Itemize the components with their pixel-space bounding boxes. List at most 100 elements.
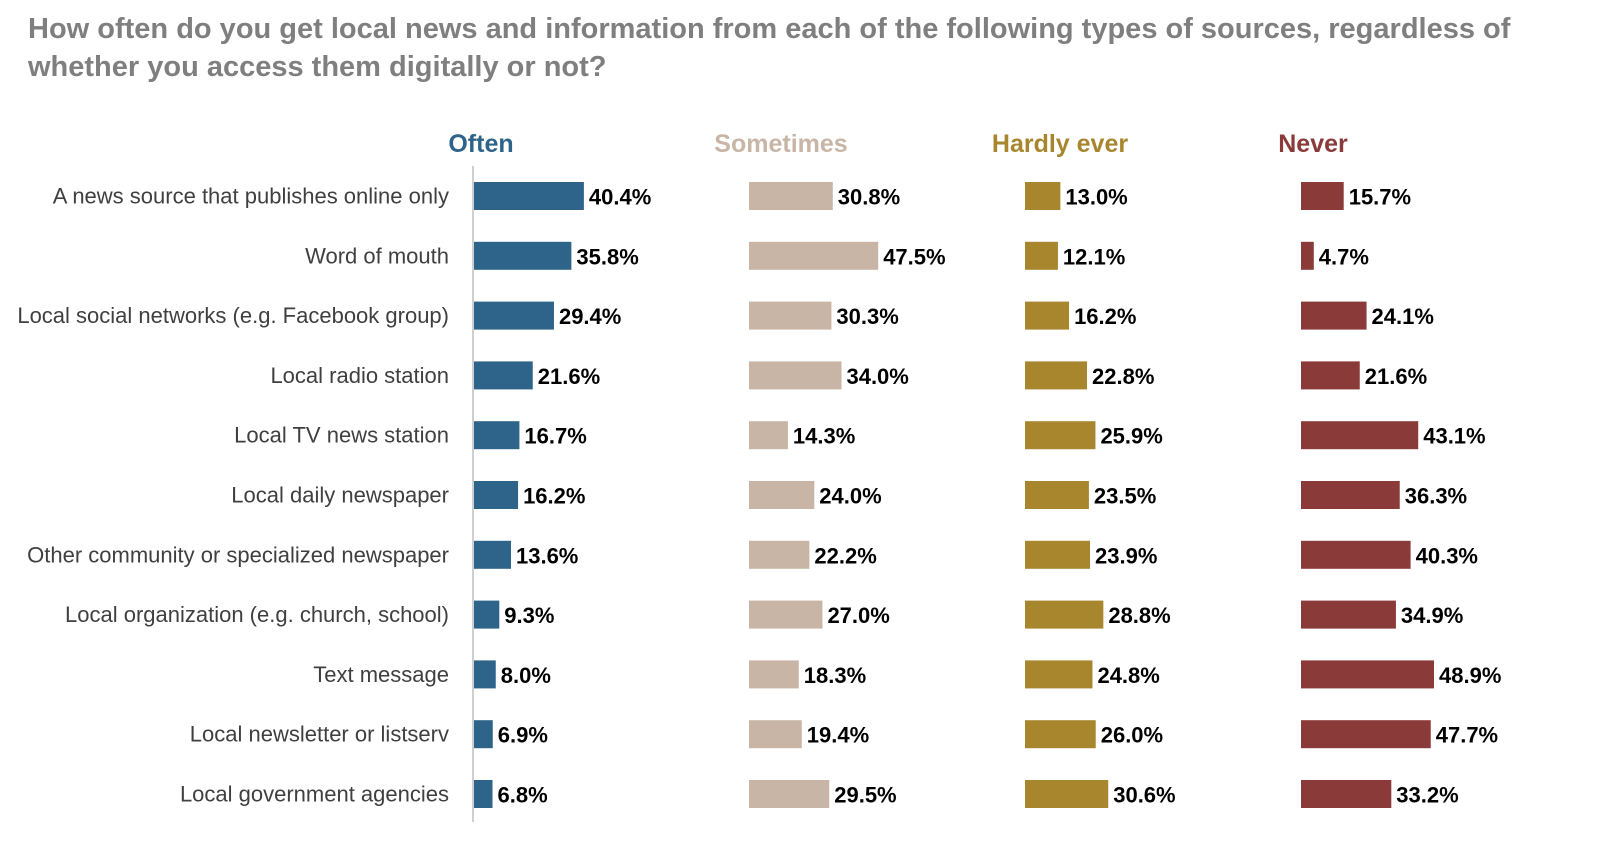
- category-label: Local TV news station: [234, 423, 449, 448]
- bar-hardly-ever: [1025, 720, 1096, 749]
- value-label: 30.3%: [836, 304, 898, 329]
- value-label: 30.8%: [838, 185, 900, 210]
- bar-hardly-ever: [1025, 481, 1089, 509]
- bar-hardly-ever: [1025, 421, 1096, 450]
- value-label: 26.0%: [1101, 723, 1163, 748]
- value-label: 35.8%: [576, 244, 638, 269]
- bar-hardly-ever: [1025, 780, 1109, 808]
- bar-often: [474, 540, 511, 569]
- bar-never: [1301, 540, 1411, 569]
- category-label: Other community or specialized newspaper: [27, 542, 449, 567]
- value-labels: 40.4% 35.8% 29.4% 21.6% 16.7% 16.2% 13.6% 9.3% 8…: [497, 185, 1501, 808]
- series-header-hardly-ever: Hardly ever: [992, 130, 1128, 158]
- bar-never: [1301, 600, 1396, 629]
- bar-sometimes: [749, 600, 823, 629]
- value-label: 48.9%: [1439, 663, 1501, 688]
- value-label: 40.3%: [1416, 543, 1478, 568]
- bar-sometimes: [749, 241, 879, 270]
- bar-never: [1301, 421, 1419, 450]
- bar-often: [474, 780, 493, 808]
- value-label: 13.6%: [516, 543, 578, 568]
- value-label: 13.0%: [1065, 185, 1127, 210]
- category-label: Local social networks (e.g. Facebook gro…: [17, 303, 449, 328]
- bar-never: [1301, 720, 1431, 749]
- bar-hardly-ever: [1025, 241, 1058, 270]
- value-label: 18.3%: [804, 663, 866, 688]
- category-label: Local organization (e.g. church, school): [65, 602, 449, 627]
- category-label: Word of mouth: [305, 243, 449, 268]
- value-label: 12.1%: [1063, 244, 1125, 269]
- category-labels: A news source that publishes online only…: [17, 184, 449, 807]
- value-label: 6.8%: [497, 783, 547, 808]
- value-label: 34.0%: [846, 364, 908, 389]
- category-label: Text message: [313, 662, 449, 687]
- value-label: 16.2%: [523, 484, 585, 509]
- category-label: Local government agencies: [180, 782, 449, 807]
- category-label: A news source that publishes online only: [53, 184, 449, 209]
- bars: [474, 182, 1435, 808]
- series-headers: Often Sometimes Hardly ever Never: [448, 130, 1348, 158]
- bar-never: [1301, 301, 1367, 330]
- bar-often: [474, 301, 554, 330]
- value-label: 22.2%: [814, 543, 876, 568]
- value-label: 34.9%: [1401, 603, 1463, 628]
- bar-sometimes: [749, 361, 842, 390]
- bar-sometimes: [749, 660, 799, 689]
- value-label: 21.6%: [538, 364, 600, 389]
- series-header-never: Never: [1278, 130, 1348, 158]
- value-label: 36.3%: [1405, 484, 1467, 509]
- bar-sometimes: [749, 301, 832, 330]
- value-label: 29.4%: [559, 304, 621, 329]
- value-label: 29.5%: [834, 783, 896, 808]
- category-label: Local daily newspaper: [231, 483, 449, 508]
- bar-hardly-ever: [1025, 361, 1088, 390]
- value-label: 27.0%: [827, 603, 889, 628]
- value-label: 4.7%: [1319, 244, 1369, 269]
- bar-sometimes: [749, 540, 810, 569]
- bar-often: [474, 600, 500, 629]
- value-label: 16.7%: [524, 424, 586, 449]
- bar-often: [474, 241, 572, 270]
- value-label: 24.0%: [819, 484, 881, 509]
- bar-often: [474, 720, 493, 749]
- value-label: 33.2%: [1396, 783, 1458, 808]
- bar-hardly-ever: [1025, 301, 1070, 330]
- value-label: 40.4%: [589, 185, 651, 210]
- bar-never: [1301, 241, 1314, 270]
- bar-never: [1301, 780, 1392, 808]
- bar-often: [474, 361, 533, 390]
- bar-sometimes: [749, 720, 802, 749]
- category-label: Local radio station: [270, 363, 449, 388]
- bar-never: [1301, 361, 1360, 390]
- bar-often: [474, 182, 584, 210]
- value-label: 24.1%: [1372, 304, 1434, 329]
- value-label: 47.7%: [1436, 723, 1498, 748]
- bar-often: [474, 481, 519, 509]
- chart-title: How often do you get local news and info…: [28, 13, 1511, 83]
- series-header-often: Often: [448, 130, 513, 158]
- value-label: 9.3%: [504, 603, 554, 628]
- value-label: 14.3%: [793, 424, 855, 449]
- bar-often: [474, 421, 520, 450]
- bar-sometimes: [749, 780, 830, 808]
- bar-sometimes: [749, 481, 815, 509]
- bar-hardly-ever: [1025, 660, 1093, 689]
- value-label: 6.9%: [498, 723, 548, 748]
- value-label: 19.4%: [807, 723, 869, 748]
- series-header-sometimes: Sometimes: [714, 130, 847, 158]
- value-label: 23.9%: [1095, 543, 1157, 568]
- bar-hardly-ever: [1025, 540, 1091, 569]
- value-label: 16.2%: [1074, 304, 1136, 329]
- bar-hardly-ever: [1025, 600, 1104, 629]
- value-label: 47.5%: [883, 244, 945, 269]
- value-label: 23.5%: [1094, 484, 1156, 509]
- value-label: 21.6%: [1365, 364, 1427, 389]
- value-label: 30.6%: [1113, 783, 1175, 808]
- bar-sometimes: [749, 421, 788, 450]
- value-label: 28.8%: [1108, 603, 1170, 628]
- bar-hardly-ever: [1025, 182, 1061, 210]
- value-label: 15.7%: [1349, 185, 1411, 210]
- value-label: 24.8%: [1097, 663, 1159, 688]
- value-label: 22.8%: [1092, 364, 1154, 389]
